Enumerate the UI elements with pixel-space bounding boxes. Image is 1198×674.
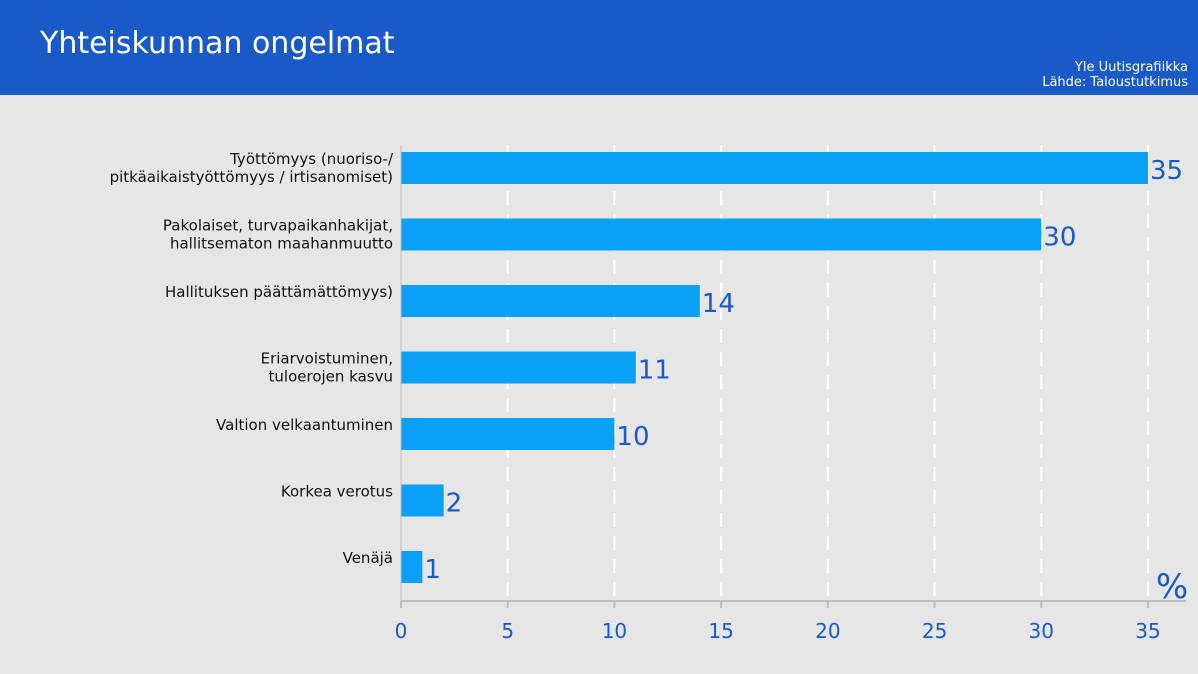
category-label-3-0: Eriarvoistuminen, [261,350,393,368]
tick-label-7: 35 [1135,619,1160,643]
value-label-1: 30 [1043,223,1076,253]
bar-0 [401,152,1148,184]
bar-3 [401,351,636,384]
bar-4 [401,418,615,450]
category-label-4-0: Valtion velkaantuminen [216,416,393,434]
value-label-3: 11 [638,356,671,386]
tick-label-6: 30 [1029,619,1054,643]
category-label-1-0: Pakolaiset, turvapaikanhakijat, [163,217,393,235]
bar-5 [401,484,444,517]
tick-label-2: 10 [602,619,627,643]
credits: Yle Uutisgrafiikka Lähde: Taloustutkimus [1042,60,1188,90]
credit-producer: Yle Uutisgrafiikka [1074,60,1188,75]
chart-title: Yhteiskunnan ongelmat [40,26,395,61]
tick-label-1: 5 [501,619,514,643]
value-label-5: 2 [446,489,463,519]
bar-2 [401,285,700,317]
header-bar: Yhteiskunnan ongelmat Yle Uutisgrafiikka… [0,0,1198,95]
category-label-5-0: Korkea verotus [281,483,393,501]
category-label-3-1: tuloerojen kasvu [269,368,393,386]
category-label-0-0: Työttömyys (nuoriso-/ [229,150,394,168]
bar-6 [401,551,423,583]
value-label-2: 14 [702,289,735,319]
tick-label-4: 20 [815,619,840,643]
category-label-1-1: hallitsematon maahanmuutto [170,235,393,253]
unit-label: % [1156,567,1188,607]
category-label-0-1: pitkäaikaistyöttömyys / irtisanomiset) [110,168,393,186]
category-label-6-0: Venäjä [343,549,393,567]
value-label-6: 1 [424,555,441,585]
value-label-4: 10 [616,422,649,452]
tick-label-3: 15 [708,619,733,643]
value-label-0: 35 [1150,156,1183,186]
category-label-2-0: Hallituksen päättämättömyys) [165,283,393,301]
credit-source: Lähde: Taloustutkimus [1042,75,1188,90]
bar-1 [401,218,1042,251]
tick-label-0: 0 [395,619,408,643]
tick-label-5: 25 [922,619,947,643]
